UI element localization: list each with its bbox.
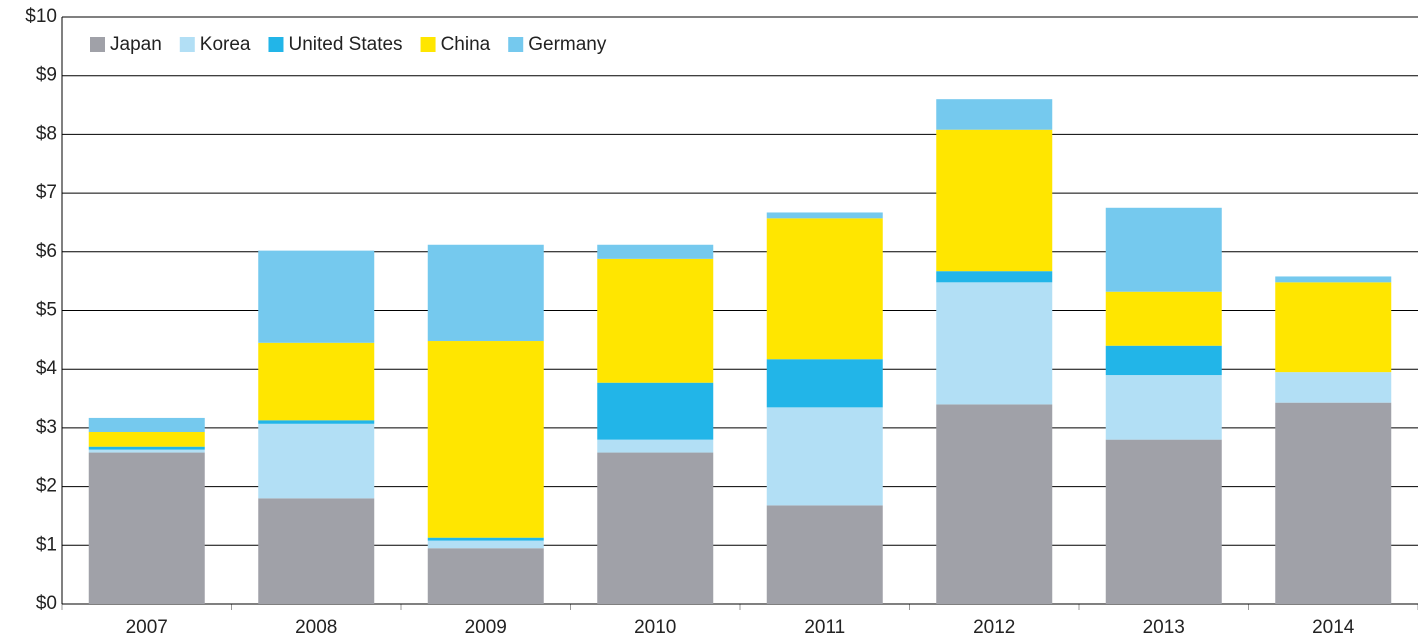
legend-swatch bbox=[179, 37, 195, 52]
bar-segment bbox=[258, 250, 375, 343]
bar-segment bbox=[766, 407, 883, 506]
x-tick-label: 2013 bbox=[1143, 617, 1185, 637]
bar-segment bbox=[258, 498, 375, 604]
bar-segment bbox=[1105, 345, 1222, 376]
bar-segment bbox=[427, 537, 544, 541]
legend-label: Germany bbox=[528, 34, 607, 55]
bar-segment bbox=[258, 423, 375, 499]
bar-segment bbox=[88, 417, 205, 433]
y-tick-label: $7 bbox=[36, 182, 57, 203]
legend-swatch bbox=[268, 37, 284, 52]
y-tick-label: $4 bbox=[36, 358, 58, 379]
x-tick-label: 2012 bbox=[973, 617, 1015, 637]
bar-segment bbox=[766, 505, 883, 604]
bar-segment bbox=[936, 271, 1053, 283]
bar-segment bbox=[88, 452, 205, 604]
bar-segment bbox=[936, 404, 1053, 604]
y-tick-label: $2 bbox=[36, 476, 57, 497]
legend-swatch bbox=[420, 37, 436, 52]
bar-segment bbox=[1105, 291, 1222, 346]
legend-label: United States bbox=[288, 34, 402, 55]
y-tick-label: $10 bbox=[25, 6, 57, 27]
x-tick-label: 2010 bbox=[634, 617, 676, 637]
bar-segment bbox=[1105, 439, 1222, 604]
bar-segment bbox=[88, 446, 205, 450]
y-tick-label: $0 bbox=[36, 593, 57, 614]
x-tick-label: 2007 bbox=[126, 617, 168, 637]
bar-segment bbox=[1275, 372, 1392, 403]
x-tick-label: 2008 bbox=[295, 617, 337, 637]
bar-segment bbox=[88, 432, 205, 447]
bar-segment bbox=[1275, 276, 1392, 283]
y-tick-label: $8 bbox=[36, 123, 57, 144]
x-tick-label: 2009 bbox=[465, 617, 507, 637]
bar-segment bbox=[88, 449, 205, 453]
bar-segment bbox=[1275, 402, 1392, 604]
y-tick-label: $3 bbox=[36, 417, 57, 438]
legend-label: Japan bbox=[110, 34, 162, 55]
y-tick-label: $5 bbox=[36, 300, 57, 321]
bar-segment bbox=[936, 282, 1053, 405]
bar-segment bbox=[427, 244, 544, 342]
bar-segment bbox=[936, 129, 1053, 272]
legend-label: China bbox=[441, 34, 491, 55]
x-tick-label: 2014 bbox=[1312, 617, 1355, 637]
bar-segment bbox=[597, 452, 714, 604]
bar-segment bbox=[936, 99, 1053, 130]
bar-segment bbox=[597, 382, 714, 440]
y-tick-label: $9 bbox=[36, 65, 57, 86]
bar-segment bbox=[427, 341, 544, 538]
bar-segment bbox=[766, 212, 883, 219]
bar-segment bbox=[597, 439, 714, 453]
bar-segment bbox=[1105, 375, 1222, 440]
bar-segment bbox=[766, 359, 883, 408]
bar-segment bbox=[1105, 207, 1222, 292]
bar-segment bbox=[766, 218, 883, 360]
bar-segment bbox=[258, 342, 375, 421]
x-tick-label: 2011 bbox=[804, 617, 845, 637]
bar-segment bbox=[427, 540, 544, 549]
bar-segment bbox=[1275, 282, 1392, 373]
bar-segment bbox=[597, 258, 714, 383]
legend-label: Korea bbox=[200, 34, 251, 55]
legend-swatch bbox=[90, 37, 105, 52]
bar-segment bbox=[258, 420, 375, 424]
y-tick-label: $6 bbox=[36, 241, 57, 262]
bar-segment bbox=[597, 244, 714, 259]
bar-segment bbox=[427, 548, 544, 604]
y-tick-label: $1 bbox=[36, 534, 57, 555]
legend-swatch bbox=[508, 37, 524, 52]
